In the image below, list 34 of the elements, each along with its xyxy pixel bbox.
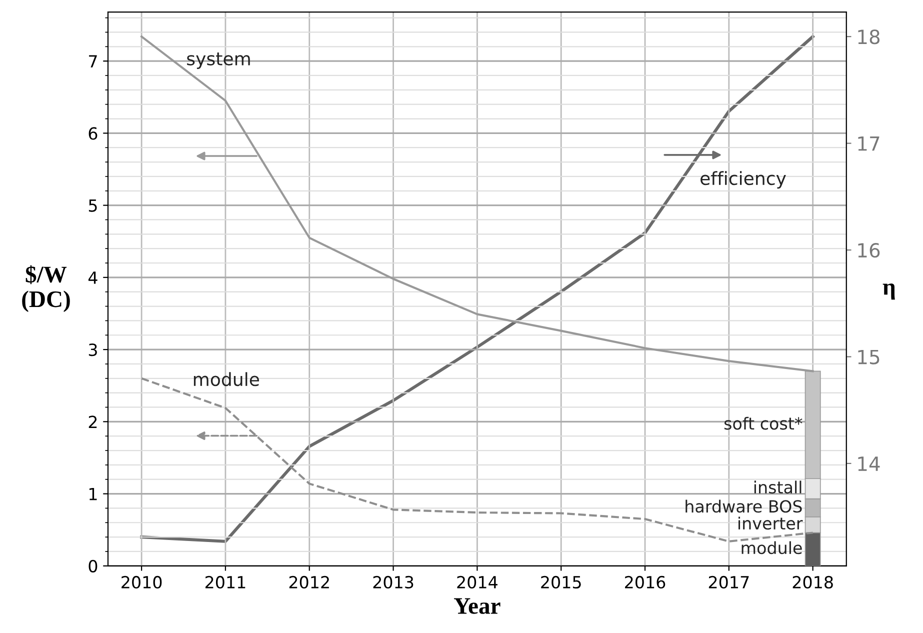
- y2-axis-title: η: [882, 284, 895, 300]
- series-label: hardware BOS: [686, 500, 802, 513]
- y2-tick-label: 17: [858, 136, 880, 151]
- y-tick-label: 6: [88, 127, 98, 140]
- series-label: install: [754, 480, 802, 494]
- x-tick-label: 2012: [289, 576, 329, 589]
- series-label: soft cost*: [724, 416, 802, 430]
- x-tick-label: 2011: [205, 576, 246, 589]
- x-tick-label: 2017: [708, 576, 749, 589]
- y-tick-label: 5: [88, 199, 97, 212]
- series-label: system: [187, 52, 250, 69]
- y-tick-label: 3: [88, 344, 97, 356]
- y2-tick-label: 16: [858, 242, 880, 258]
- y-tick-label: 0: [88, 560, 98, 572]
- series-label: inverter: [738, 516, 803, 530]
- x-tick-label: 2010: [122, 576, 162, 589]
- x-tick-label: 2016: [625, 576, 666, 589]
- y-tick-label: 4: [88, 272, 98, 284]
- y-tick-label: 1: [89, 488, 97, 500]
- y-tick-label: 7: [89, 55, 97, 68]
- legend-label: efficiency: [700, 171, 786, 189]
- x-tick-label: 2018: [792, 576, 833, 589]
- y2-tick-label: 15: [858, 350, 880, 364]
- y-axis-title: $/W (DC): [22, 265, 70, 312]
- y2-tick-label: 14: [858, 456, 880, 471]
- series-label: module: [194, 372, 260, 386]
- x-tick-label: 2014: [457, 576, 498, 589]
- y-tick-label: 2: [88, 416, 97, 428]
- x-axis-title: Year: [454, 598, 500, 614]
- line-series: [140, 35, 814, 543]
- x-tick-label: 2013: [373, 576, 414, 589]
- y2-tick-label: 18: [858, 30, 880, 44]
- series-label: module: [742, 541, 802, 554]
- x-tick-label: 2015: [541, 576, 581, 589]
